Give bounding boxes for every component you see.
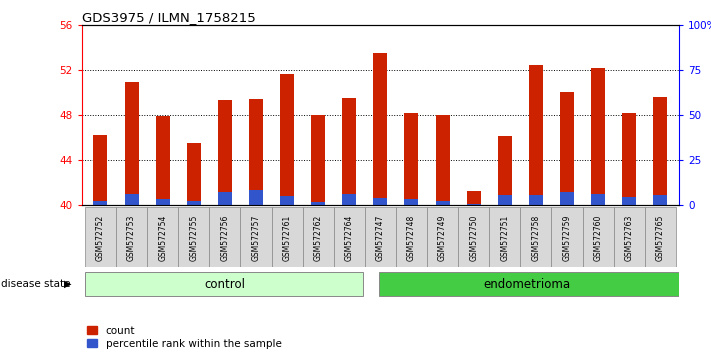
Bar	[436, 201, 449, 205]
Bar	[405, 113, 419, 205]
Bar	[466, 191, 481, 205]
Text: GSM572755: GSM572755	[189, 215, 198, 261]
Text: GSM572765: GSM572765	[656, 215, 665, 261]
Bar	[498, 195, 512, 205]
Bar	[560, 192, 574, 205]
FancyBboxPatch shape	[303, 207, 333, 267]
Bar	[622, 197, 636, 205]
Bar	[622, 113, 636, 205]
Bar	[187, 201, 201, 205]
FancyBboxPatch shape	[240, 207, 272, 267]
Bar	[653, 97, 668, 205]
Bar	[218, 101, 232, 205]
Text: GSM572760: GSM572760	[594, 215, 603, 261]
Bar	[373, 198, 387, 205]
Text: disease state: disease state	[1, 279, 70, 289]
Text: control: control	[204, 278, 245, 291]
FancyBboxPatch shape	[458, 207, 489, 267]
Text: GSM572757: GSM572757	[252, 215, 260, 261]
Bar	[405, 199, 419, 205]
Bar	[280, 74, 294, 205]
Bar	[156, 116, 170, 205]
Legend: count, percentile rank within the sample: count, percentile rank within the sample	[87, 326, 282, 349]
FancyBboxPatch shape	[178, 207, 209, 267]
FancyBboxPatch shape	[85, 207, 116, 267]
Text: GSM572761: GSM572761	[282, 215, 292, 261]
Bar	[373, 53, 387, 205]
Bar	[93, 135, 107, 205]
Bar	[93, 201, 107, 205]
Bar	[156, 199, 170, 205]
Text: GSM572763: GSM572763	[625, 215, 634, 261]
Bar	[342, 194, 356, 205]
Text: GSM572753: GSM572753	[127, 215, 136, 261]
Bar	[591, 194, 605, 205]
Bar	[653, 195, 668, 205]
FancyBboxPatch shape	[209, 207, 240, 267]
FancyBboxPatch shape	[427, 207, 458, 267]
Bar	[124, 194, 139, 205]
Bar	[591, 68, 605, 205]
FancyBboxPatch shape	[379, 272, 704, 296]
FancyBboxPatch shape	[489, 207, 520, 267]
Text: endometrioma: endometrioma	[483, 278, 570, 291]
Text: GSM572747: GSM572747	[376, 215, 385, 261]
Bar	[249, 190, 263, 205]
Text: GSM572758: GSM572758	[531, 215, 540, 261]
Text: GSM572759: GSM572759	[562, 215, 572, 261]
Bar	[187, 143, 201, 205]
FancyBboxPatch shape	[365, 207, 396, 267]
Bar	[529, 65, 543, 205]
Text: GSM572750: GSM572750	[469, 215, 479, 261]
FancyBboxPatch shape	[85, 272, 363, 296]
FancyBboxPatch shape	[645, 207, 676, 267]
Text: GDS3975 / ILMN_1758215: GDS3975 / ILMN_1758215	[82, 11, 255, 24]
FancyBboxPatch shape	[552, 207, 582, 267]
Bar	[498, 137, 512, 205]
Bar	[342, 98, 356, 205]
Bar	[436, 115, 449, 205]
Text: GSM572749: GSM572749	[438, 215, 447, 261]
Text: GSM572764: GSM572764	[345, 215, 354, 261]
FancyBboxPatch shape	[614, 207, 645, 267]
Text: GSM572751: GSM572751	[501, 215, 509, 261]
Text: GSM572762: GSM572762	[314, 215, 323, 261]
Bar	[249, 99, 263, 205]
FancyBboxPatch shape	[116, 207, 147, 267]
Bar	[529, 195, 543, 205]
Bar	[218, 192, 232, 205]
Text: GSM572754: GSM572754	[158, 215, 167, 261]
Bar	[466, 204, 481, 205]
Text: GSM572756: GSM572756	[220, 215, 230, 261]
Bar	[124, 82, 139, 205]
FancyBboxPatch shape	[147, 207, 178, 267]
Bar	[311, 202, 325, 205]
Bar	[560, 92, 574, 205]
FancyBboxPatch shape	[272, 207, 303, 267]
Text: ▶: ▶	[64, 279, 71, 289]
FancyBboxPatch shape	[396, 207, 427, 267]
Bar	[311, 115, 325, 205]
FancyBboxPatch shape	[582, 207, 614, 267]
FancyBboxPatch shape	[520, 207, 552, 267]
Bar	[280, 196, 294, 205]
Text: GSM572752: GSM572752	[96, 215, 105, 261]
Text: GSM572748: GSM572748	[407, 215, 416, 261]
FancyBboxPatch shape	[333, 207, 365, 267]
